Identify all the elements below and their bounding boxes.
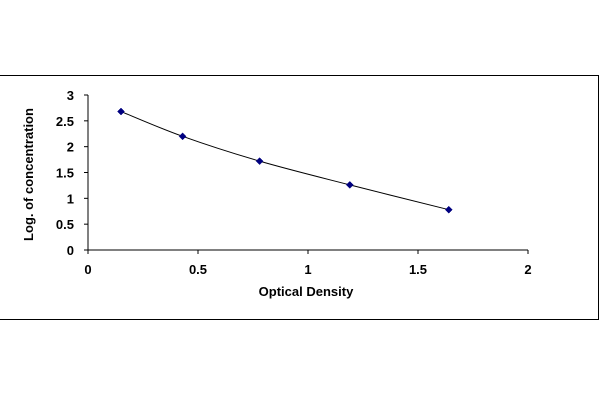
data-point-marker: [345, 181, 354, 189]
data-point-marker: [117, 107, 125, 116]
x-tick-label: 1.5: [409, 262, 427, 277]
y-tick-label: 0: [67, 243, 74, 258]
y-tick-label: 1: [67, 191, 74, 206]
data-point-marker: [255, 157, 264, 165]
y-tick-label: 0.5: [56, 217, 74, 232]
x-axis-ticks: 0 0.5 1 1.5 2: [84, 250, 532, 277]
y-tick-label: 2.5: [56, 114, 74, 129]
y-axis-title: Log. of concentration: [21, 108, 36, 241]
x-axis-title: Optical Density: [259, 284, 354, 299]
chart-frame: [0, 75, 599, 320]
series-line: [120, 111, 449, 211]
data-point-marker: [178, 132, 187, 141]
chart-axes: [87, 95, 528, 251]
x-tick-label: 0: [84, 262, 91, 277]
x-tick-label: 1: [304, 262, 311, 277]
y-tick-label: 2: [67, 140, 74, 155]
y-tick-label: 3: [67, 88, 74, 103]
x-tick-label: 2: [524, 262, 531, 277]
data-point-marker: [444, 205, 453, 214]
y-axis-ticks: 0 0.5 1 1.5 2 2.5 3: [56, 88, 88, 258]
y-tick-label: 1.5: [56, 166, 74, 181]
series-layer: [117, 107, 453, 214]
x-tick-label: 0.5: [189, 262, 207, 277]
